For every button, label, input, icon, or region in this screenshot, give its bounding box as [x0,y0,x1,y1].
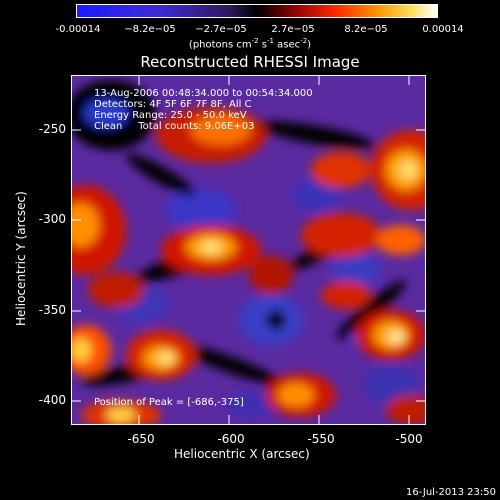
time-range-label: 13-Aug-2006 00:48:34.000 to 00:54:34.000 [94,88,313,99]
colorbar-tick: −2.7e−05 [195,24,247,35]
image-title: Reconstructed RHESSI Image [140,53,360,71]
detectors-label: Detectors: 4F 5F 6F 7F 8F, All C [94,99,252,110]
y-tick-label: -300 [38,212,66,226]
y-tick-label: -350 [38,303,66,317]
energy-range-label: Energy Range: 25.0 - 50.0 keV [94,110,247,121]
peak-position-label: Position of Peak = [-686,-375] [94,397,244,408]
x-tick-label: -550 [307,432,335,446]
x-tick-label: -600 [217,432,245,446]
rhessi-image [71,75,426,425]
colorbar-tick: −8.2e−05 [124,24,176,35]
y-axis-label: Heliocentric Y (arcsec) [14,191,28,326]
x-tick-label: -500 [395,432,423,446]
colorbar-units: (photons cm-2 s-1 asec-2) [188,37,312,51]
colorbar-tick: -0.00014 [55,24,101,35]
colorbar-tick: 2.7e−05 [271,24,315,35]
x-tick-label: -650 [127,432,155,446]
colorbar [76,4,438,18]
colorbar-tick: 0.00014 [422,24,464,35]
y-tick-label: -250 [38,122,66,136]
x-axis-label: Heliocentric X (arcsec) [174,447,310,461]
y-tick-label: -400 [38,393,66,407]
colorbar-tick: 8.2e−05 [344,24,388,35]
date-stamp: 16-Jul-2013 23:50 [405,487,496,498]
clean-counts-label: Clean Total counts: 9.06E+03 [94,121,255,132]
